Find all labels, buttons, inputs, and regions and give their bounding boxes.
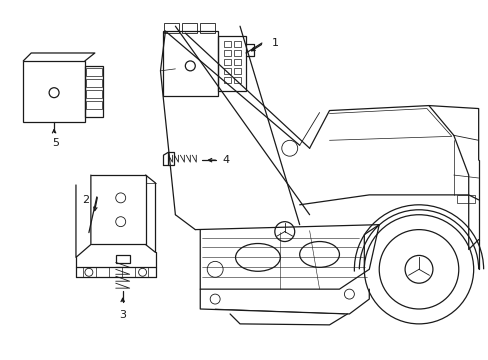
Bar	[234, 59, 241, 65]
Bar	[116, 255, 129, 264]
Bar	[234, 68, 241, 74]
Bar	[163, 31, 218, 96]
Text: 2: 2	[81, 195, 89, 205]
Bar	[86, 100, 102, 109]
Text: 3: 3	[119, 310, 126, 320]
Bar	[200, 23, 215, 33]
Bar	[218, 36, 245, 91]
Bar	[23, 61, 85, 122]
Bar	[234, 77, 241, 83]
Bar	[86, 68, 102, 76]
Text: 5: 5	[53, 138, 60, 148]
Bar	[224, 41, 231, 47]
Bar	[86, 79, 102, 87]
Bar	[224, 59, 231, 65]
Text: 4: 4	[222, 155, 229, 165]
Bar	[234, 41, 241, 47]
Bar	[168, 152, 174, 165]
Bar	[224, 50, 231, 56]
Bar	[224, 77, 231, 83]
Bar	[182, 23, 197, 33]
Bar	[86, 90, 102, 98]
Bar	[234, 50, 241, 56]
Bar	[224, 68, 231, 74]
Text: 1: 1	[271, 38, 278, 48]
Bar	[85, 66, 102, 117]
Bar	[164, 23, 179, 33]
Bar	[456, 195, 474, 203]
